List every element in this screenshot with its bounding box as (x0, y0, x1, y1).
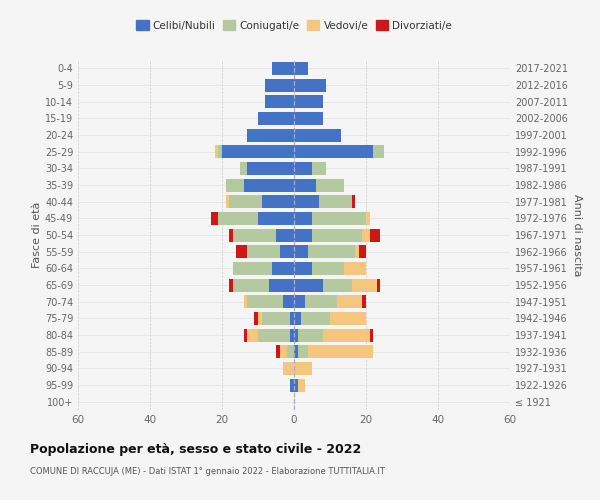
Bar (258, 328, 290, 342)
Bar (316, 178, 344, 192)
Bar (229, 278, 233, 291)
Text: Popolazione per età, sesso e stato civile - 2022: Popolazione per età, sesso e stato civil… (30, 442, 361, 456)
Bar (373, 145, 384, 158)
Bar (355, 245, 359, 258)
Bar (298, 378, 305, 392)
Bar (229, 228, 233, 241)
Bar (290, 328, 294, 342)
Bar (294, 278, 323, 291)
Bar (294, 78, 326, 92)
Y-axis label: Fasce di età: Fasce di età (32, 202, 42, 268)
Bar (262, 195, 294, 208)
Bar (276, 345, 280, 358)
Bar (352, 278, 377, 291)
Bar (294, 62, 308, 75)
Bar (247, 328, 258, 342)
Bar (305, 295, 337, 308)
Bar (294, 178, 316, 192)
Bar (294, 145, 373, 158)
Bar (294, 212, 312, 225)
Bar (312, 162, 326, 175)
Bar (323, 328, 370, 342)
Bar (258, 112, 294, 125)
Bar (362, 295, 366, 308)
Bar (312, 212, 366, 225)
Bar (254, 312, 258, 325)
Bar (280, 345, 287, 358)
Bar (294, 128, 341, 141)
Bar (312, 262, 344, 275)
Bar (233, 262, 272, 275)
Bar (337, 295, 362, 308)
Bar (262, 312, 290, 325)
Bar (323, 278, 352, 291)
Bar (294, 362, 312, 375)
Bar (258, 312, 262, 325)
Bar (294, 378, 298, 392)
Bar (236, 245, 247, 258)
Bar (229, 195, 262, 208)
Bar (294, 112, 323, 125)
Legend: Celibi/Nubili, Coniugati/e, Vedovi/e, Divorziati/e: Celibi/Nubili, Coniugati/e, Vedovi/e, Di… (132, 16, 456, 35)
Bar (283, 295, 294, 308)
Bar (319, 195, 352, 208)
Bar (308, 245, 355, 258)
Bar (290, 312, 294, 325)
Bar (244, 328, 247, 342)
Bar (287, 345, 294, 358)
Bar (265, 78, 294, 92)
Bar (233, 278, 269, 291)
Bar (247, 128, 294, 141)
Bar (240, 162, 247, 175)
Bar (294, 312, 301, 325)
Bar (226, 195, 229, 208)
Bar (265, 95, 294, 108)
Bar (244, 295, 247, 308)
Bar (233, 228, 276, 241)
Bar (301, 312, 330, 325)
Bar (218, 212, 258, 225)
Bar (362, 228, 370, 241)
Bar (294, 245, 308, 258)
Bar (269, 278, 294, 291)
Bar (366, 212, 370, 225)
Bar (280, 245, 294, 258)
Bar (294, 95, 323, 108)
Bar (330, 312, 366, 325)
Bar (272, 62, 294, 75)
Bar (218, 145, 222, 158)
Bar (215, 145, 218, 158)
Bar (308, 345, 373, 358)
Bar (294, 295, 305, 308)
Bar (211, 212, 218, 225)
Bar (294, 262, 312, 275)
Bar (247, 162, 294, 175)
Bar (290, 378, 294, 392)
Bar (359, 245, 366, 258)
Bar (283, 362, 294, 375)
Bar (298, 345, 308, 358)
Bar (272, 262, 294, 275)
Bar (258, 212, 294, 225)
Bar (377, 278, 380, 291)
Bar (226, 178, 244, 192)
Bar (312, 228, 362, 241)
Bar (222, 145, 294, 158)
Bar (294, 162, 312, 175)
Bar (247, 245, 280, 258)
Bar (294, 195, 319, 208)
Bar (298, 328, 323, 342)
Bar (244, 178, 294, 192)
Bar (352, 195, 355, 208)
Bar (294, 328, 298, 342)
Bar (247, 295, 283, 308)
Bar (370, 328, 373, 342)
Y-axis label: Anni di nascita: Anni di nascita (572, 194, 582, 276)
Bar (276, 228, 294, 241)
Bar (294, 228, 312, 241)
Bar (294, 345, 298, 358)
Text: COMUNE DI RACCUJA (ME) - Dati ISTAT 1° gennaio 2022 - Elaborazione TUTTITALIA.IT: COMUNE DI RACCUJA (ME) - Dati ISTAT 1° g… (30, 468, 385, 476)
Bar (370, 228, 380, 241)
Bar (344, 262, 366, 275)
